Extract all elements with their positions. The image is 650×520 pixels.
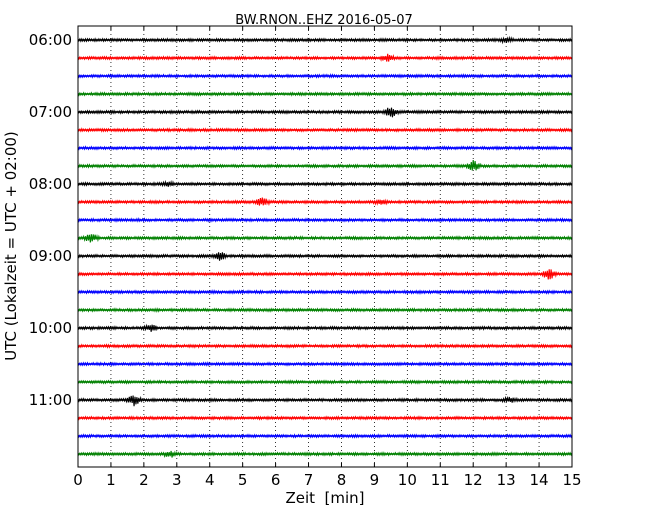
x-tick-label: 11 [431, 471, 450, 489]
y-tick-label: 06:00 [29, 31, 72, 49]
y-axis-label: UTC (Lokalzeit = UTC + 02:00) [2, 131, 20, 361]
chart-title: BW.RNON..EHZ 2016-05-07 [235, 13, 413, 28]
x-tick-label: 14 [530, 471, 549, 489]
y-axis: 06:00 07:00 08:00 09:00 10:00 11:00 [29, 31, 572, 409]
x-tick-label: 0 [73, 471, 83, 489]
plot-frame [77, 25, 573, 468]
x-tick-label: 7 [304, 471, 314, 489]
y-tick-label: 11:00 [29, 391, 72, 409]
y-tick-label: 07:00 [29, 103, 72, 121]
trace-series [77, 35, 573, 458]
x-tick-label: 2 [139, 471, 149, 489]
x-tick-label: 5 [238, 471, 248, 489]
x-axis-label: Zeit [min] [285, 489, 364, 507]
y-tick-label: 08:00 [29, 175, 72, 193]
x-tick-label: 4 [205, 471, 215, 489]
y-tick-label: 10:00 [29, 319, 72, 337]
x-tick-label: 8 [337, 471, 347, 489]
x-tick-label: 3 [172, 471, 182, 489]
x-grid [110, 26, 540, 467]
trace-line [77, 395, 573, 407]
x-tick-label: 12 [464, 471, 483, 489]
x-tick-label: 9 [370, 471, 380, 489]
x-tick-label: 6 [271, 471, 281, 489]
x-tick-label: 15 [562, 471, 581, 489]
y-tick-label: 09:00 [29, 247, 72, 265]
x-tick-label: 10 [398, 471, 417, 489]
x-axis: 0 1 2 3 4 5 6 7 8 9 10 11 12 13 14 15 [73, 26, 582, 489]
x-tick-label: 13 [497, 471, 516, 489]
x-tick-label: 1 [106, 471, 116, 489]
